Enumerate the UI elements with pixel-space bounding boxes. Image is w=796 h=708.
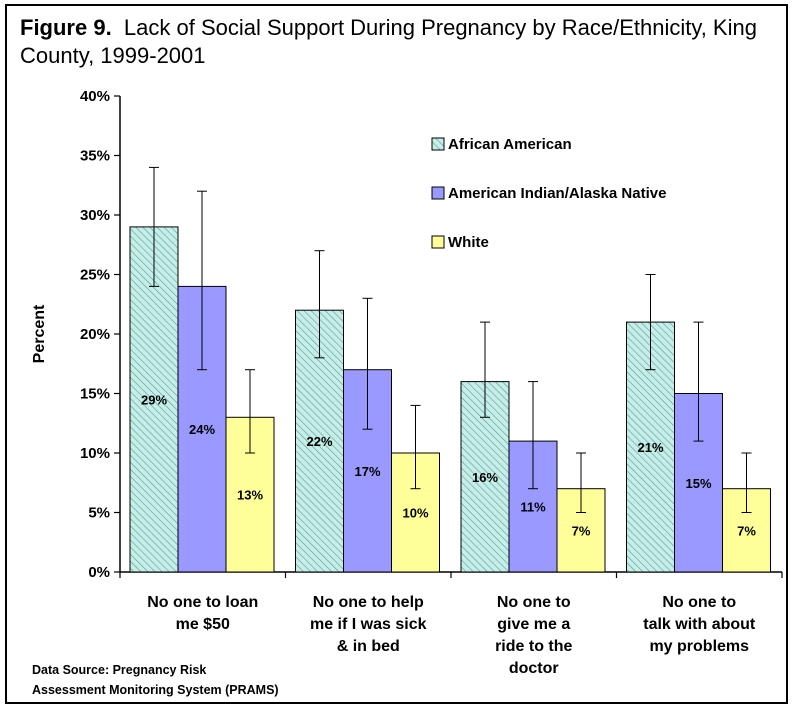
category-label: me $50 <box>176 616 230 633</box>
legend-swatch <box>431 186 445 200</box>
bar <box>722 488 771 573</box>
category-label: my problems <box>649 638 749 655</box>
y-tick-label: 0% <box>88 564 110 581</box>
y-tick-label: 40% <box>80 88 110 105</box>
figure-title: Figure 9. Lack of Social Support During … <box>20 14 780 70</box>
figure-label: Figure 9. <box>20 15 112 40</box>
y-tick-label: 20% <box>80 326 110 343</box>
data-label: 7% <box>737 523 756 538</box>
category-label: me if I was sick <box>310 616 427 633</box>
data-label: 13% <box>237 488 263 503</box>
category-label: ride to the <box>495 638 572 655</box>
y-axis-label: Percent <box>31 304 48 363</box>
y-tick-label: 5% <box>88 505 110 522</box>
category-label: No one to <box>662 594 736 611</box>
category-label: talk with about <box>643 616 756 633</box>
legend-label: American Indian/Alaska Native <box>448 185 666 202</box>
data-source-line2: Assessment Monitoring System (PRAMS) <box>32 683 279 697</box>
y-tick-label: 35% <box>80 148 110 165</box>
data-label: 22% <box>306 434 332 449</box>
y-tick-label: 15% <box>80 386 110 403</box>
legend-swatch <box>431 137 445 151</box>
category-label: No one to help <box>313 594 424 611</box>
category-label: No one to loan <box>147 594 258 611</box>
data-source-line1: Data Source: Pregnancy Risk <box>32 663 207 677</box>
figure-title-text: Lack of Social Support During Pregnancy … <box>20 15 757 68</box>
y-tick-label: 25% <box>80 267 110 284</box>
data-label: 17% <box>354 464 380 479</box>
data-label: 16% <box>472 470 498 485</box>
y-tick-label: 30% <box>80 207 110 224</box>
legend-label: White <box>448 234 489 251</box>
data-label: 10% <box>402 506 428 521</box>
category-label: doctor <box>509 660 559 677</box>
legend-label: African American <box>448 136 572 153</box>
data-label: 7% <box>572 523 591 538</box>
data-label: 11% <box>520 500 546 515</box>
data-label: 24% <box>189 422 215 437</box>
data-source-note: Data Source: Pregnancy Risk Assessment M… <box>32 660 279 700</box>
category-label: give me a <box>497 616 570 633</box>
data-label: 29% <box>141 392 167 407</box>
data-label: 21% <box>637 440 663 455</box>
legend-swatch <box>431 235 445 249</box>
y-tick-label: 10% <box>80 445 110 462</box>
data-label: 15% <box>685 476 711 491</box>
category-label: & in bed <box>337 638 400 655</box>
plot-area: 0% 5% 10% 15% 20% 25% 30% 35% 40% Percent 29% 22% 16… <box>31 88 783 677</box>
category-label: No one to <box>497 594 571 611</box>
